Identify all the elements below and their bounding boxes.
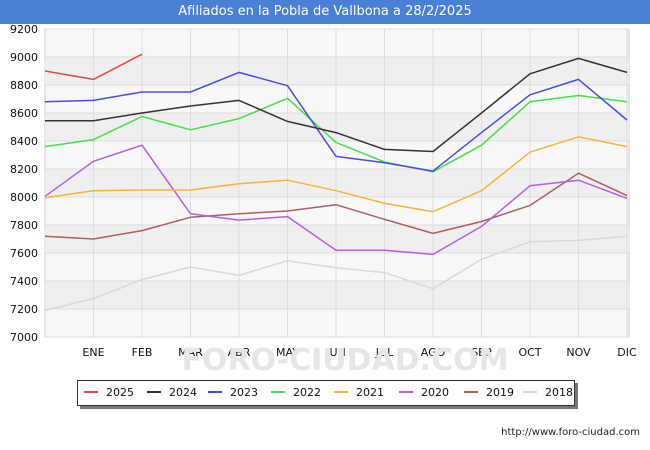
y-tick-label: 8400: [10, 135, 38, 148]
y-tick-label: 7200: [10, 303, 38, 316]
legend-swatch: [84, 391, 98, 393]
legend-label: 2022: [293, 386, 321, 399]
y-tick-label: 9200: [10, 23, 38, 36]
x-tick-label: ENE: [82, 346, 104, 359]
legend: 2025 2024 2023 2022 2021 2020 2019 2018: [77, 380, 575, 406]
y-tick-label: 8600: [10, 107, 38, 120]
x-tick-label: FEB: [132, 346, 153, 359]
grid-band: [45, 281, 629, 309]
legend-label: 2024: [169, 386, 197, 399]
x-tick-label: JUL: [375, 346, 394, 359]
grid-band: [45, 113, 629, 141]
legend-item-2025: 2025: [84, 381, 134, 405]
chart-title: Afiliados en la Pobla de Vallbona a 28/2…: [0, 0, 650, 24]
series-line-2019: [44, 172, 628, 240]
legend-label: 2018: [545, 386, 573, 399]
legend-item-2023: 2023: [208, 381, 258, 405]
series-line-2021: [44, 136, 628, 213]
grid-band: [45, 225, 629, 253]
legend-swatch: [208, 391, 222, 393]
legend-item-2022: 2022: [271, 381, 321, 405]
legend-label: 2021: [356, 386, 384, 399]
y-tick-label: 8200: [10, 163, 38, 176]
legend-swatch: [334, 391, 348, 393]
y-tick-label: 7000: [10, 331, 38, 344]
x-tick-label: MAY: [276, 346, 299, 359]
y-tick-label: 7400: [10, 275, 38, 288]
x-tick-label: AGO: [421, 346, 446, 359]
x-tick-label: JUN: [325, 346, 346, 359]
source-url[interactable]: http://www.foro-ciudad.com: [501, 427, 640, 438]
series-line-2023: [44, 71, 628, 172]
legend-label: 2019: [486, 386, 514, 399]
legend-item-2019: 2019: [464, 381, 514, 405]
legend-item-2024: 2024: [147, 381, 197, 405]
x-tick-label: DIC: [617, 346, 637, 359]
y-tick-label: 7600: [10, 247, 38, 260]
legend-item-2021: 2021: [334, 381, 384, 405]
legend-item-2020: 2020: [399, 381, 449, 405]
grid-band: [45, 57, 629, 85]
legend-item-2018: 2018: [523, 381, 573, 405]
y-tick-label: 7800: [10, 219, 38, 232]
series-line-2022: [44, 94, 628, 173]
legend-label: 2025: [106, 386, 134, 399]
series-line-2024: [45, 57, 628, 153]
x-tick-label: ABR: [228, 346, 251, 359]
legend-swatch: [523, 391, 537, 393]
grid-band: [45, 169, 629, 197]
y-tick-label: 8000: [10, 191, 38, 204]
series-line-2020: [44, 144, 628, 256]
x-tick-label: NOV: [566, 346, 591, 359]
series-line-2025: [44, 53, 143, 81]
x-tick-label: OCT: [518, 346, 541, 359]
x-tick-label: MAR: [178, 346, 203, 359]
legend-label: 2023: [230, 386, 258, 399]
y-tick-label: 8800: [10, 79, 38, 92]
watermark: FORO-CIUDAD.COM: [182, 343, 509, 378]
legend-swatch: [464, 391, 478, 393]
legend-label: 2020: [421, 386, 449, 399]
legend-swatch: [147, 391, 161, 393]
y-tick-label: 9000: [10, 51, 38, 64]
series-line-2018: [44, 235, 628, 312]
legend-swatch: [399, 391, 413, 393]
x-tick-label: SEP: [471, 346, 492, 359]
legend-swatch: [271, 391, 285, 393]
